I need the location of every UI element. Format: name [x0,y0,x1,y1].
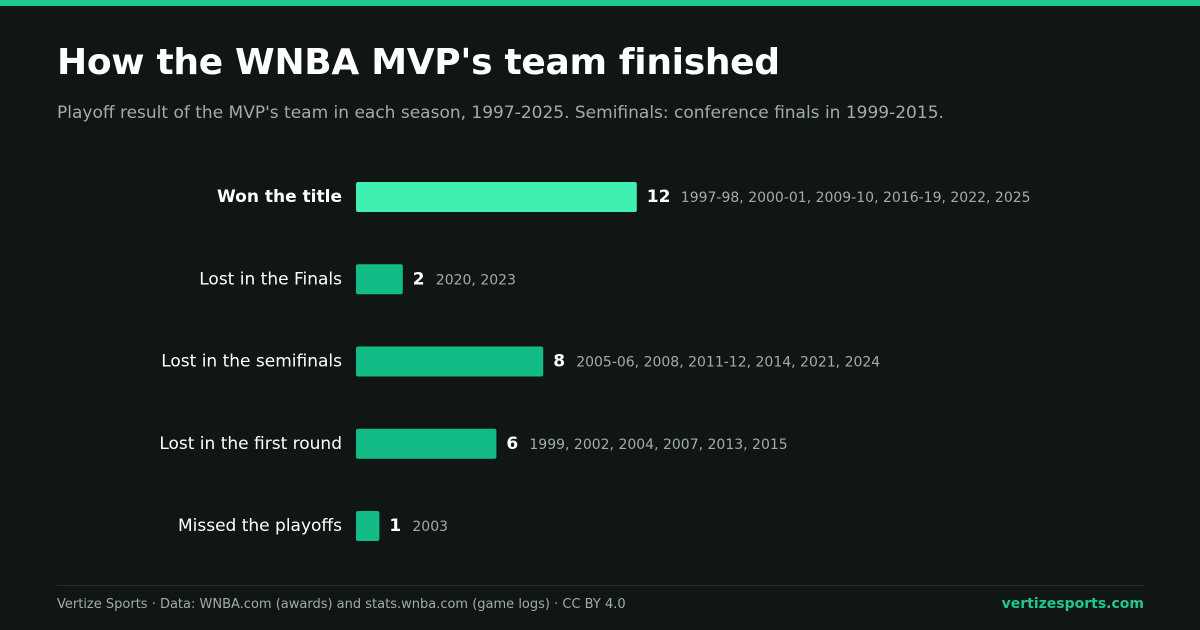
value-label: 12 [647,187,671,207]
bar [356,264,403,295]
category-label: Lost in the Finals [199,269,342,289]
bar [356,511,380,541]
seasons-annotation: 1999, 2002, 2004, 2007, 2013, 2015 [529,437,787,453]
category-label: Won the title [217,187,342,207]
chart-subtitle: Playoff result of the MVP's team in each… [57,103,944,123]
footer-divider [57,585,1144,586]
bar-chart: Won the title 12 1997-98, 2000-01, 2009-10… [159,182,1031,541]
top-accent-bar [0,0,1200,6]
seasons-annotation: 2020, 2023 [436,272,516,288]
footer-brand[interactable]: vertizesports.com [1001,596,1144,612]
chart-title: How the WNBA MVP's team finished [57,42,780,83]
value-label: 1 [389,516,401,536]
bar [356,428,497,459]
bar [356,346,544,377]
footer-source: Vertize Sports · Data: WNBA.com (awards)… [57,597,626,612]
seasons-annotation: 2003 [412,519,448,535]
value-label: 6 [506,434,518,454]
seasons-annotation: 1997-98, 2000-01, 2009-10, 2016-19, 2022… [681,190,1031,206]
category-label: Missed the playoffs [178,516,342,536]
seasons-annotation: 2005-06, 2008, 2011-12, 2014, 2021, 2024 [576,355,880,371]
bar [356,182,637,212]
value-label: 8 [553,352,565,372]
category-label: Lost in the first round [159,434,342,454]
value-label: 2 [413,269,425,289]
category-label: Lost in the semifinals [161,352,342,372]
